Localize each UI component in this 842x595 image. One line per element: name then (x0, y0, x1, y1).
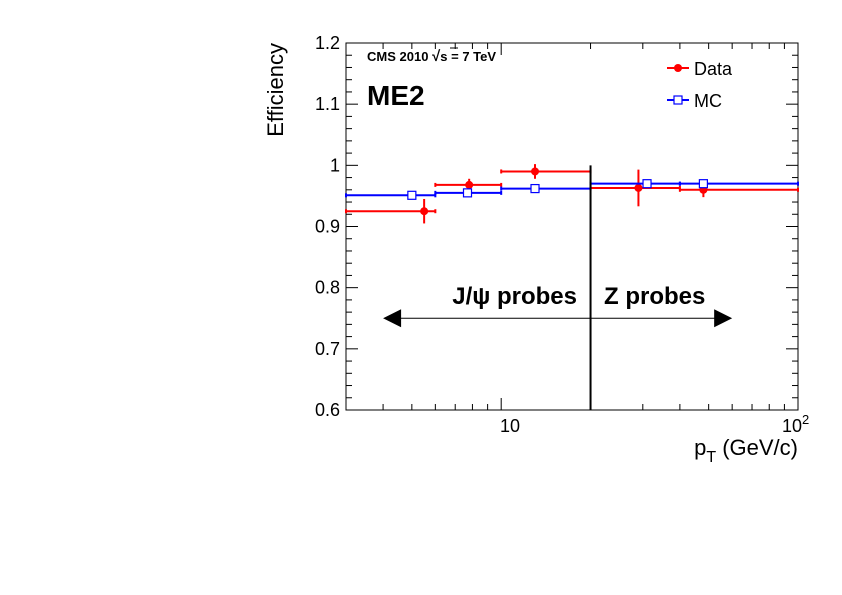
mc-point (642, 179, 652, 189)
y-tick-labels: 0.6 0.7 0.8 0.9 1 1.1 1.2 (315, 33, 340, 420)
x-tick-label-10: 10 (500, 416, 520, 436)
mc-point (530, 183, 540, 194)
data-point (420, 207, 429, 216)
x-axis-title: pT (GeV/c) (694, 435, 798, 466)
mc-point (698, 179, 708, 189)
annotation-layer (383, 165, 733, 410)
data-point (465, 180, 474, 189)
legend-mc-label: MC (694, 91, 722, 111)
mc-point (407, 190, 417, 200)
station-tag: ME2 (367, 80, 425, 111)
data-point (531, 167, 540, 176)
y-tick-label: 0.7 (315, 339, 340, 359)
legend: Data MC (667, 59, 733, 111)
y-tick-label: 0.6 (315, 400, 340, 420)
legend-data-marker (674, 64, 682, 72)
y-tick-label: 1.1 (315, 94, 340, 114)
legend-mc-marker (673, 95, 683, 105)
legend-data-label: Data (694, 59, 733, 79)
data-layer (345, 164, 799, 224)
arrow-right-head (714, 309, 733, 328)
y-axis-title: Efficiency (263, 43, 288, 137)
y-tick-label: 0.8 (315, 278, 340, 298)
y-tick-label: 1 (330, 155, 340, 175)
arrow-left-head (383, 309, 402, 328)
jpsi-probes-label: J/ψ probes (452, 283, 577, 310)
y-tick-label: 1.2 (315, 33, 340, 53)
data-point (634, 183, 643, 192)
mc-point (462, 188, 473, 198)
y-tick-label: 0.9 (315, 217, 340, 237)
x-tick-label-100: 102 (782, 412, 809, 436)
z-probes-label: Z probes (604, 283, 705, 310)
experiment-banner: CMS 2010 √s = 7 TeV (367, 48, 496, 65)
